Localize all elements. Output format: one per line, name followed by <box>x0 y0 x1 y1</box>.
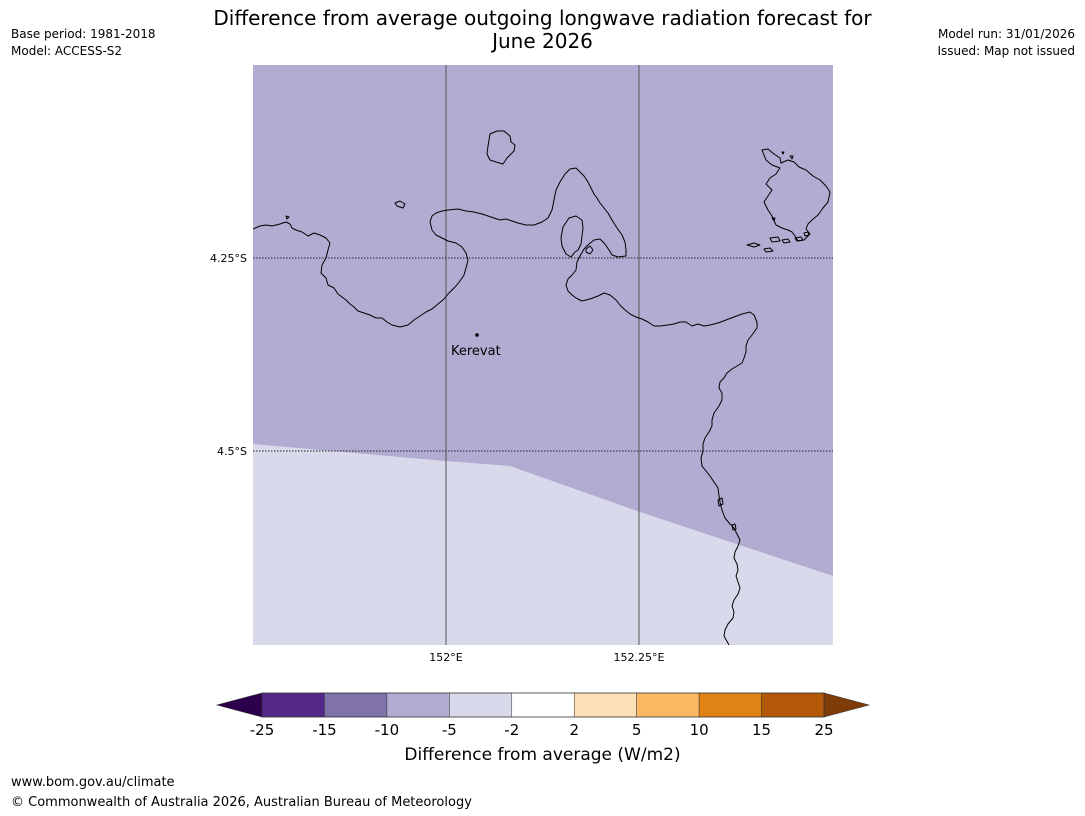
coastline-island-16 <box>717 497 724 507</box>
map-title: Difference from average outgoing longwav… <box>190 7 895 53</box>
colorbar-tick-label: -2 <box>504 721 519 739</box>
colorbar-segment <box>573 692 637 718</box>
colorbar-tick-label: 10 <box>690 721 709 739</box>
lon-label-152-25: 152.25°E <box>614 651 665 664</box>
colorbar-segment <box>449 692 513 718</box>
colorbar-tick-label: -15 <box>312 721 337 739</box>
footer-copyright: © Commonwealth of Australia 2026, Austra… <box>11 795 472 810</box>
kerevat-label: Kerevat <box>451 344 501 359</box>
kerevat-marker <box>475 333 479 337</box>
coastline-island-9 <box>769 236 781 243</box>
coastline-island-8 <box>763 247 774 253</box>
issued-status: Issued: Map not issued <box>937 44 1075 58</box>
colorbar-title: Difference from average (W/m2) <box>404 745 681 765</box>
lat-label-4-5: 4.5°S <box>217 445 247 458</box>
coastline-island-13 <box>771 217 776 222</box>
colorbar-tick-label: 2 <box>569 721 579 739</box>
meta-left: Base period: 1981-2018 Model: ACCESS-S2 <box>11 26 156 60</box>
coastline-island-10 <box>781 238 791 244</box>
coastline-island-11 <box>794 236 804 242</box>
colorbar-tick-label: 5 <box>632 721 642 739</box>
colorbar-tick-label: -10 <box>375 721 400 739</box>
colorbar-segment <box>698 692 762 718</box>
coastline-island-12 <box>803 231 810 237</box>
coastline-island-2 <box>394 200 406 209</box>
map-area[interactable]: Kerevat <box>253 65 833 645</box>
meta-right: Model run: 31/01/2026 Issued: Map not is… <box>937 26 1075 60</box>
colorbar-tick-label: -25 <box>250 721 275 739</box>
coastlines <box>253 130 831 645</box>
colorbar-tick-label: 25 <box>814 721 833 739</box>
colorbar-frame <box>261 692 825 718</box>
coastline-island-1 <box>486 130 516 165</box>
colorbar: -25 -15 -10 -5 -2 2 5 10 15 25 <box>215 692 871 739</box>
colorbar-tick-label: 15 <box>752 721 771 739</box>
colorbar-under-arrow <box>215 692 263 718</box>
base-period: Base period: 1981-2018 <box>11 27 156 41</box>
title-line-2: June 2026 <box>492 29 593 53</box>
lat-label-4-25: 4.25°S <box>210 252 247 265</box>
title-line-1: Difference from average outgoing longwav… <box>213 6 872 30</box>
footer-url[interactable]: www.bom.gov.au/climate <box>11 775 175 790</box>
coastline-island-5 <box>585 245 594 255</box>
coastline-island-6 <box>761 148 831 242</box>
colorbar-over-arrow <box>823 692 871 718</box>
coastline-island-7 <box>746 242 761 248</box>
lon-label-152: 152°E <box>429 651 462 664</box>
coastline-island-14 <box>781 151 785 155</box>
colorbar-segment <box>386 692 450 718</box>
coastline-island-15 <box>789 155 794 160</box>
model-run: Model run: 31/01/2026 <box>937 27 1075 41</box>
coastline-island-4 <box>560 215 584 258</box>
model-name: Model: ACCESS-S2 <box>11 44 123 58</box>
colorbar-segment <box>261 692 325 718</box>
colorbar-segment <box>511 692 575 718</box>
colorbar-tick-label: -5 <box>442 721 457 739</box>
colorbar-segment <box>761 692 825 718</box>
coastline-main <box>253 167 758 645</box>
colorbar-segment <box>636 692 700 718</box>
coastline-island-3 <box>285 215 290 220</box>
colorbar-segment <box>324 692 388 718</box>
coastline-island-17 <box>731 523 737 531</box>
anomaly-band-light <box>253 444 833 645</box>
